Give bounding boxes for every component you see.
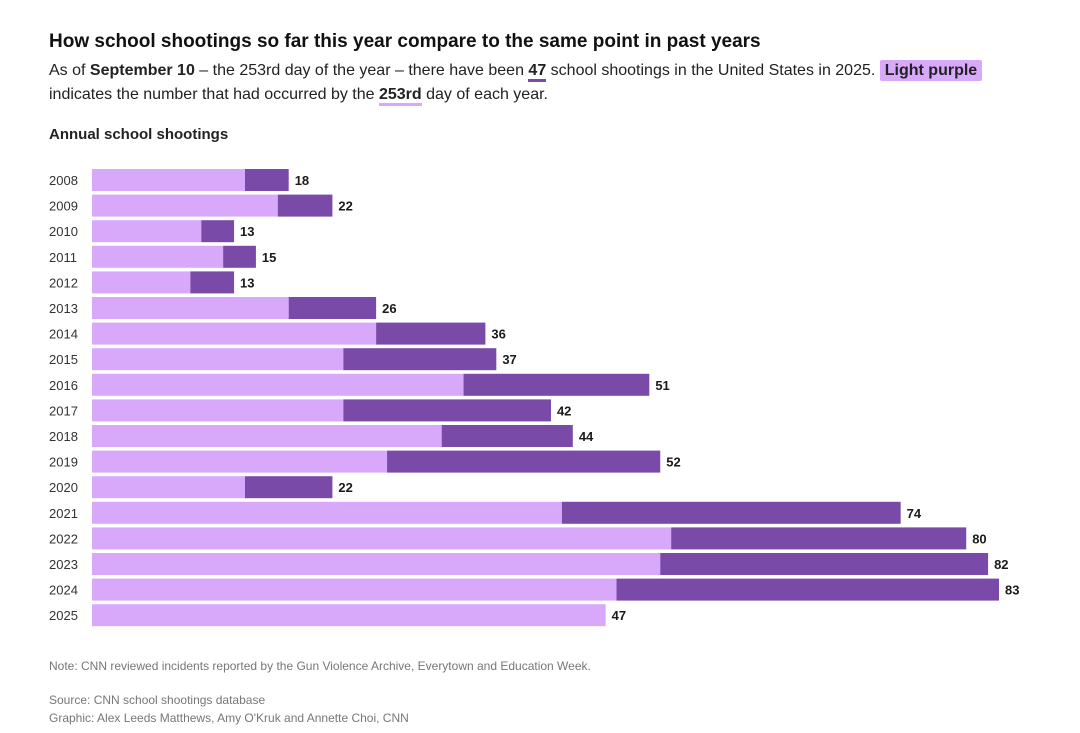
bar-rest-of-year [289,297,376,319]
bar-by-day-253 [92,579,617,601]
year-label: 2008 [49,173,78,188]
value-label: 82 [994,557,1008,572]
value-label: 15 [262,250,276,265]
year-label: 2018 [49,429,78,444]
year-label: 2025 [49,608,78,623]
bar-rest-of-year [201,220,234,242]
bar-rest-of-year [190,271,234,293]
value-label: 74 [907,506,922,521]
bar-by-day-253 [92,297,289,319]
bar-by-day-253 [92,271,190,293]
bar-rest-of-year [278,195,333,217]
value-label: 18 [295,173,309,188]
bar-rest-of-year [376,323,485,345]
bar-by-day-253 [92,553,660,575]
year-label: 2011 [49,250,77,265]
bar-by-day-253 [92,425,442,447]
bar-rest-of-year [464,374,650,396]
bar-by-day-253 [92,220,201,242]
bar-by-day-253 [92,451,387,473]
bar-rest-of-year [660,553,988,575]
year-label: 2017 [49,403,78,418]
value-label: 37 [502,352,516,367]
year-label: 2014 [49,327,78,342]
bar-by-day-253 [92,323,376,345]
year-label: 2023 [49,557,78,572]
bar-chart: 2008 18 2009 22 2010 13 2011 15 2012 13 2013 26 2014… [0,0,1080,733]
footer-credit: Graphic: Alex Leeds Matthews, Amy O'Kruk… [49,711,409,725]
year-label: 2021 [49,506,78,521]
bar-by-day-253 [92,374,464,396]
bar-by-day-253 [92,169,245,191]
bar-rest-of-year [343,399,551,421]
bar-by-day-253 [92,348,343,370]
value-label: 83 [1005,583,1019,598]
bar-rest-of-year [617,579,999,601]
footer-note: Note: CNN reviewed incidents reported by… [49,659,591,673]
bar-by-day-253 [92,246,223,268]
bar-rest-of-year [245,476,332,498]
bar-rest-of-year [442,425,573,447]
bar-by-day-253 [92,604,606,626]
bar-by-day-253 [92,527,671,549]
value-label: 13 [240,224,254,239]
value-label: 26 [382,301,396,316]
value-label: 13 [240,275,254,290]
year-label: 2010 [49,224,78,239]
value-label: 36 [491,327,505,342]
year-label: 2019 [49,455,78,470]
value-label: 52 [666,455,680,470]
value-label: 51 [655,378,669,393]
year-label: 2022 [49,531,78,546]
year-label: 2015 [49,352,78,367]
bar-rest-of-year [671,527,966,549]
footer-source: Source: CNN school shootings database [49,693,265,707]
value-label: 42 [557,403,571,418]
bar-by-day-253 [92,195,278,217]
bar-rest-of-year [343,348,496,370]
value-label: 22 [338,199,352,214]
year-label: 2024 [49,583,78,598]
year-label: 2016 [49,378,78,393]
value-label: 44 [579,429,594,444]
bar-by-day-253 [92,502,562,524]
value-label: 47 [612,608,626,623]
bar-rest-of-year [387,451,660,473]
bar-rest-of-year [245,169,289,191]
year-label: 2009 [49,199,78,214]
year-label: 2013 [49,301,78,316]
bar-by-day-253 [92,476,245,498]
bar-by-day-253 [92,399,343,421]
bar-rest-of-year [223,246,256,268]
year-label: 2020 [49,480,78,495]
value-label: 80 [972,531,986,546]
value-label: 22 [338,480,352,495]
year-label: 2012 [49,275,78,290]
bar-rest-of-year [562,502,901,524]
